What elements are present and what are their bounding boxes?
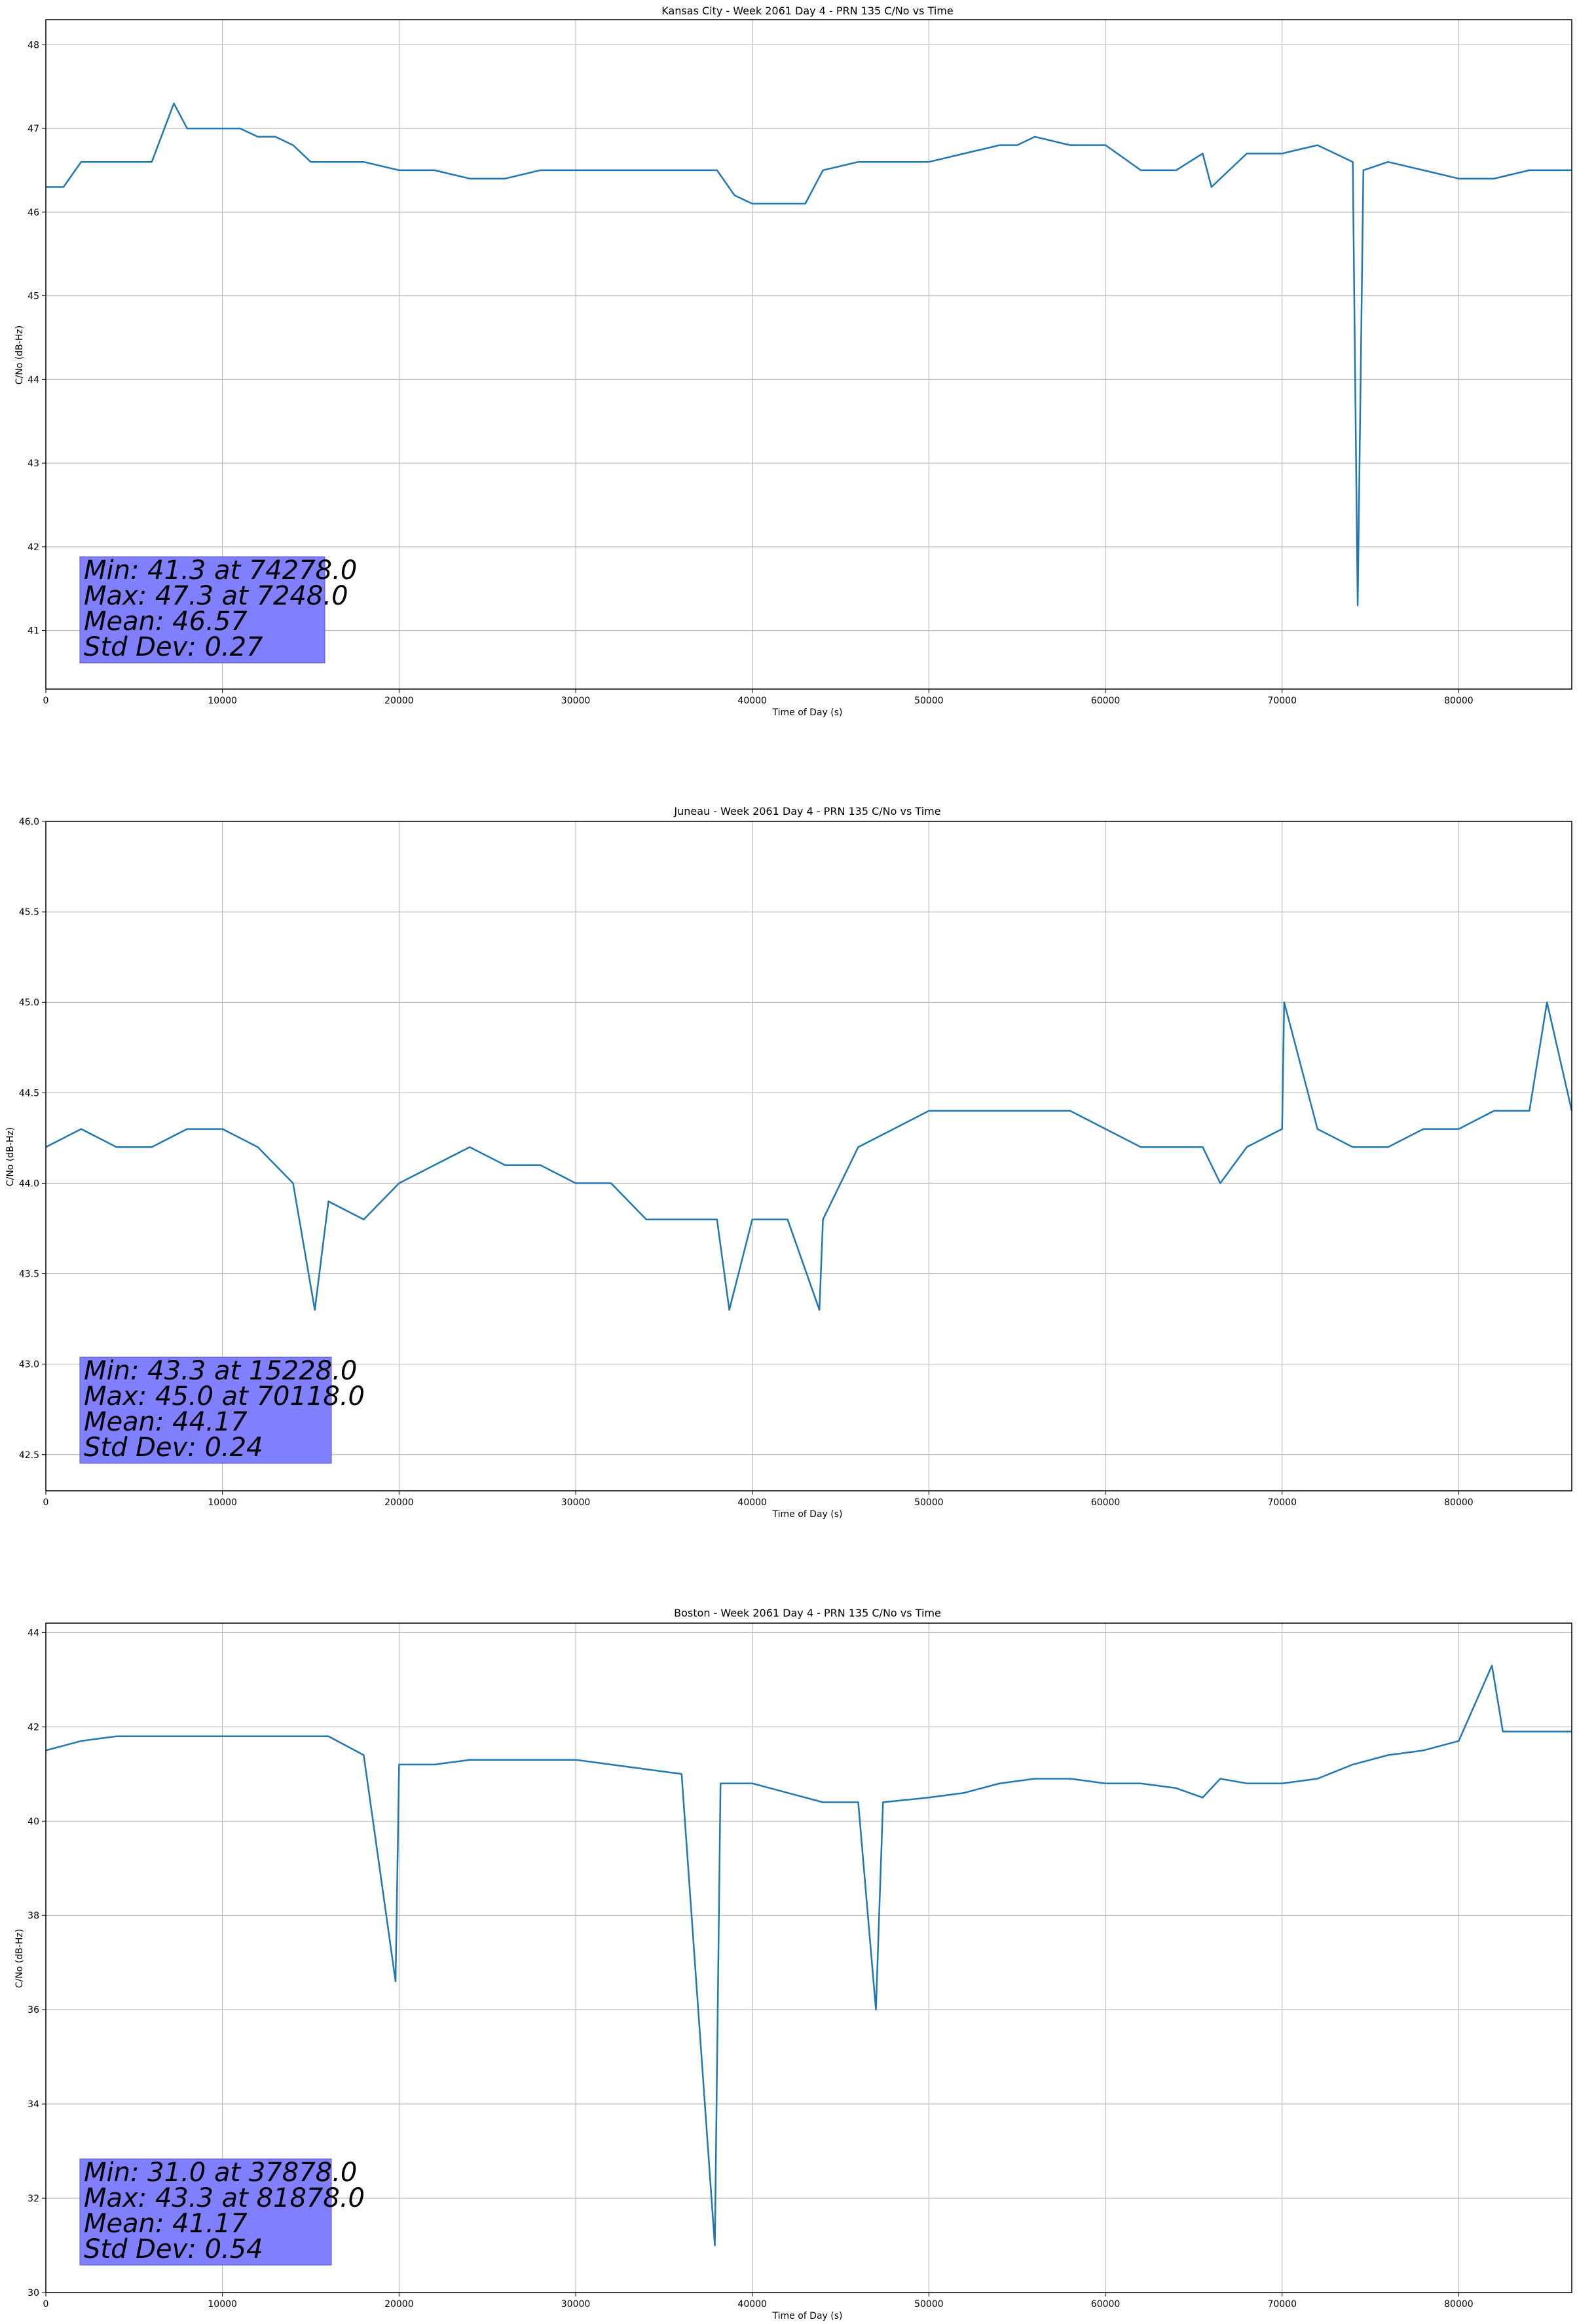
stats-box-background [79,1357,332,1464]
x-tick-label: 50000 [914,696,944,706]
x-tick-label: 70000 [1267,2299,1297,2310]
plot-frame [45,19,1572,690]
y-tick-label: 43.0 [19,1360,39,1370]
y-axis-label: C/No (dB-Hz) [14,326,25,384]
y-tick-label: 48 [28,40,39,50]
x-tick-label: 10000 [208,2299,237,2310]
tick-layer: 0 10000 20000 30000 40000 50000 60000 70000 8000… [28,1628,1474,2310]
stats-max: Max: 47.3 at 7248.0 [84,581,348,611]
tick-layer: 0 10000 20000 30000 40000 50000 60000 70000 8000… [19,817,1474,1508]
x-tick-label: 70000 [1267,696,1297,706]
stats-box: Min: 31.0 at 37878.0 Max: 43.3 at 81878.… [79,2158,365,2266]
stats-box-background [79,2158,332,2266]
x-tick-label: 80000 [1444,2299,1474,2310]
stats-box: Min: 41.3 at 74278.0 Max: 47.3 at 7248.0… [79,555,357,664]
x-tick-label: 60000 [1091,696,1121,706]
stats-mean: Mean: 46.57 [84,607,248,637]
chart-title: Boston - Week 2061 Day 4 - PRN 135 C/No … [674,1607,941,1619]
x-tick-label: 20000 [384,696,414,706]
series-layer [45,1664,1572,2247]
y-tick-label: 43 [28,459,39,469]
x-tick-label: 0 [43,2299,49,2310]
y-tick-label: 42 [28,542,39,553]
y-tick-label: 41 [28,626,39,637]
y-tick-label: 42 [28,1722,39,1733]
y-tick-label: 45.0 [19,998,39,1008]
x-tick-label: 50000 [914,1497,944,1508]
x-tick-label: 80000 [1444,1497,1474,1508]
stats-max: Max: 43.3 at 81878.0 [84,2183,365,2213]
stats-box-background [79,556,325,664]
y-tick-label: 44.5 [19,1088,39,1098]
chart-title: Juneau - Week 2061 Day 4 - PRN 135 C/No … [673,805,940,817]
cno-series-line [46,102,1572,607]
x-tick-label: 20000 [384,1497,414,1508]
stats-mean: Mean: 44.17 [84,1407,248,1437]
x-tick-label: 10000 [208,1497,237,1508]
y-tick-label: 34 [28,2099,39,2110]
y-tick-label: 32 [28,2194,39,2204]
stats-min: Min: 43.3 at 15228.0 [84,1356,357,1386]
grid-lines [45,1623,1572,2293]
series-layer [46,102,1572,607]
x-tick-label: 80000 [1444,696,1474,706]
x-axis-label: Time of Day (s) [772,2311,843,2321]
stats-std-dev: Std Dev: 0.27 [84,632,263,662]
y-tick-label: 42.5 [19,1450,39,1461]
y-tick-label: 40 [28,1816,39,1827]
grid-lines [45,821,1572,1491]
y-tick-label: 44 [28,375,39,385]
stats-max: Max: 45.0 at 70118.0 [84,1381,365,1412]
y-tick-label: 43.5 [19,1269,39,1280]
chart-kansas-city: Kansas City - Week 2061 Day 4 - PRN 135 … [14,5,1572,718]
x-axis-label: Time of Day (s) [772,1509,843,1520]
y-tick-label: 44 [28,1628,39,1638]
x-tick-label: 0 [43,696,49,706]
y-tick-label: 46 [28,208,39,218]
x-tick-label: 20000 [384,2299,414,2310]
x-tick-label: 50000 [914,2299,944,2310]
plot-frame [45,821,1572,1491]
y-tick-label: 44.0 [19,1178,39,1189]
chart-juneau: Juneau - Week 2061 Day 4 - PRN 135 C/No … [5,805,1573,1520]
tick-layer: 0 10000 20000 30000 40000 50000 60000 70000 8000… [28,40,1474,706]
x-axis-label: Time of Day (s) [772,707,843,718]
x-tick-label: 60000 [1091,1497,1121,1508]
stats-mean: Mean: 41.17 [84,2209,248,2239]
stats-min: Min: 41.3 at 74278.0 [84,555,357,586]
stats-min: Min: 31.0 at 37878.0 [84,2158,357,2188]
cno-series-line [45,1664,1572,2247]
chart-title: Kansas City - Week 2061 Day 4 - PRN 135 … [661,5,953,17]
x-tick-label: 40000 [737,696,767,706]
stats-std-dev: Std Dev: 0.24 [84,1433,263,1463]
x-tick-label: 40000 [737,2299,767,2310]
x-tick-label: 30000 [561,696,591,706]
stats-box: Min: 43.3 at 15228.0 Max: 45.0 at 70118.… [79,1356,365,1464]
y-axis-label: C/No (dB-Hz) [5,1127,16,1186]
y-tick-label: 38 [28,1911,39,1921]
series-layer [45,1001,1573,1311]
x-tick-label: 60000 [1091,2299,1121,2310]
cno-series-line [45,1001,1573,1311]
x-tick-label: 30000 [561,1497,591,1508]
x-tick-label: 70000 [1267,1497,1297,1508]
y-axis-label: C/No (dB-Hz) [14,1929,25,1988]
y-tick-label: 30 [28,2288,39,2298]
stats-std-dev: Std Dev: 0.54 [84,2234,263,2264]
y-tick-label: 47 [28,124,39,134]
y-tick-label: 36 [28,2005,39,2015]
y-tick-label: 46.0 [19,817,39,827]
x-tick-label: 0 [43,1497,49,1508]
y-tick-label: 45 [28,291,39,302]
x-tick-label: 40000 [737,1497,767,1508]
y-tick-label: 45.5 [19,907,39,918]
plot-frame [45,1622,1572,2293]
x-tick-label: 10000 [208,696,237,706]
x-tick-label: 30000 [561,2299,591,2310]
chart-boston: Boston - Week 2061 Day 4 - PRN 135 C/No … [14,1607,1572,2321]
